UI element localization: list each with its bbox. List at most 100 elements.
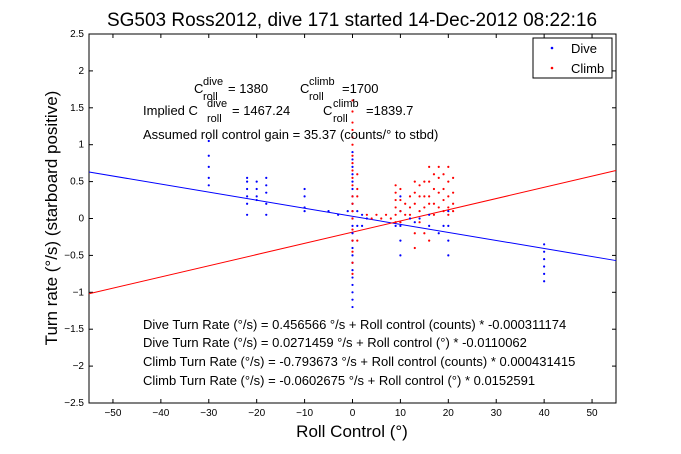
point-dive xyxy=(351,224,354,227)
point-dive xyxy=(442,224,445,227)
legend-marker-dive xyxy=(550,46,554,50)
point-dive xyxy=(447,239,450,242)
point-dive xyxy=(360,213,364,216)
point-dive xyxy=(447,210,450,213)
y-tick-label: 1 xyxy=(78,140,84,151)
fit-equation-2: Dive Turn Rate (°/s) = 0.0271459 °/s + R… xyxy=(143,335,527,350)
point-climb xyxy=(389,217,392,220)
implied-dive-sup: dive xyxy=(207,98,227,110)
point-climb xyxy=(447,206,450,209)
point-climb xyxy=(394,206,397,209)
point-climb xyxy=(452,210,455,213)
point-dive xyxy=(418,217,421,220)
fit-equation-1: Dive Turn Rate (°/s) = 0.456566 °/s + Ro… xyxy=(143,317,566,332)
point-climb xyxy=(413,180,416,183)
point-climb xyxy=(404,202,407,205)
point-dive xyxy=(246,187,249,191)
point-climb xyxy=(356,187,359,191)
point-dive xyxy=(303,187,306,191)
point-climb xyxy=(351,176,354,180)
point-dive xyxy=(365,217,368,220)
point-climb xyxy=(351,110,354,113)
point-dive xyxy=(351,165,354,168)
data-points xyxy=(207,99,546,309)
point-dive xyxy=(255,198,258,202)
point-dive xyxy=(543,257,546,261)
point-climb xyxy=(442,173,445,176)
point-climb xyxy=(432,202,436,205)
point-climb xyxy=(428,195,431,198)
point-dive xyxy=(207,154,210,157)
point-dive xyxy=(428,213,431,216)
gain-annotation: Assumed roll control gain = 35.37 (count… xyxy=(143,127,438,142)
chart-title: SG503 Ross2012, dive 171 started 14-Dec-… xyxy=(107,10,597,31)
point-dive xyxy=(351,305,354,309)
point-dive xyxy=(447,224,450,227)
point-dive xyxy=(543,280,546,283)
implied-climb-value: =1839.7 xyxy=(366,103,413,118)
point-climb xyxy=(408,213,412,216)
y-tick-label: −1.5 xyxy=(64,324,84,335)
x-tick-label: 10 xyxy=(395,408,407,419)
point-dive xyxy=(207,139,210,143)
legend-marker-climb xyxy=(550,66,554,70)
point-dive xyxy=(337,213,340,216)
point-climb xyxy=(437,206,440,209)
point-climb xyxy=(437,165,440,168)
legend: Dive Climb xyxy=(532,37,613,79)
point-climb xyxy=(408,195,412,198)
point-climb xyxy=(356,195,359,198)
fit-lines xyxy=(88,170,617,295)
fit-equation-3: Climb Turn Rate (°/s) = -0.793673 °/s + … xyxy=(143,354,575,369)
point-climb xyxy=(351,261,354,264)
point-climb xyxy=(394,198,397,202)
point-dive xyxy=(351,158,354,161)
point-dive xyxy=(351,276,354,279)
point-dive xyxy=(255,187,258,191)
point-climb xyxy=(351,136,354,139)
y-tick-label: 1.5 xyxy=(70,103,84,114)
point-climb xyxy=(423,206,426,209)
point-dive xyxy=(246,202,249,205)
point-climb xyxy=(351,169,354,172)
point-dive xyxy=(255,180,258,183)
point-dive xyxy=(437,232,440,235)
point-dive xyxy=(543,272,546,275)
x-tick-label: −20 xyxy=(248,408,265,419)
point-climb xyxy=(432,213,436,216)
c-dive-sup: dive xyxy=(203,76,223,88)
point-dive xyxy=(351,187,354,191)
point-dive xyxy=(303,210,306,213)
point-climb xyxy=(365,213,368,216)
point-dive xyxy=(351,291,354,294)
y-tick-label: −2 xyxy=(73,361,85,372)
point-climb xyxy=(432,173,436,176)
point-dive xyxy=(408,217,412,220)
implied-prefix: Implied C xyxy=(143,103,198,118)
point-climb xyxy=(351,162,354,165)
x-tick-label: −40 xyxy=(152,408,169,419)
point-dive xyxy=(303,206,306,209)
y-axis-label: Turn rate (°/s) (starboard positive) xyxy=(42,91,61,346)
point-dive xyxy=(428,224,431,227)
y-tick-label: −0.5 xyxy=(64,250,84,261)
point-climb xyxy=(428,180,431,183)
x-tick-label: 0 xyxy=(350,408,356,419)
point-dive xyxy=(351,232,354,235)
point-dive xyxy=(246,180,249,183)
point-dive xyxy=(246,213,249,216)
point-climb xyxy=(442,210,445,213)
point-climb xyxy=(399,187,402,191)
point-dive xyxy=(265,184,268,187)
point-climb xyxy=(351,128,354,132)
point-dive xyxy=(399,195,402,198)
point-climb xyxy=(384,213,388,216)
legend-label-climb: Climb xyxy=(571,61,604,76)
point-dive xyxy=(265,202,268,205)
point-dive xyxy=(265,191,268,194)
point-climb xyxy=(413,202,416,205)
point-climb xyxy=(351,184,354,187)
point-dive xyxy=(351,298,354,301)
annotation-c-roll: C dive roll = 1380 C climb roll =1700 xyxy=(194,76,379,103)
